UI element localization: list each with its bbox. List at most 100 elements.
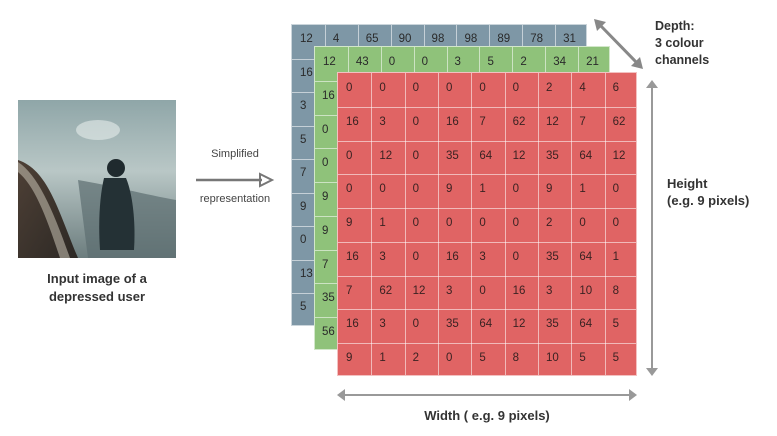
red-cell: 10 xyxy=(579,284,593,297)
red-cell: 0 xyxy=(612,217,620,230)
red-cell: 62 xyxy=(612,115,626,128)
depth-label: Depth: 3 colour channels xyxy=(655,19,710,67)
blue-cell: 9 xyxy=(300,200,307,213)
green-cell: 35 xyxy=(322,292,335,305)
blue-cell: 13 xyxy=(300,267,313,280)
green-cell: 12 xyxy=(323,56,336,68)
grid-line xyxy=(338,140,636,142)
red-cell: 0 xyxy=(346,82,353,94)
red-cell: 4 xyxy=(579,82,586,94)
blue-cell: 5 xyxy=(300,133,307,146)
right-arrow-icon xyxy=(196,172,275,188)
red-cell: 64 xyxy=(579,250,593,263)
red-cell: 64 xyxy=(479,149,493,162)
red-cell: 0 xyxy=(412,217,420,230)
red-cell: 1 xyxy=(479,183,486,196)
red-cell: 0 xyxy=(412,318,420,331)
green-cell: 0 xyxy=(322,123,329,136)
red-cell: 0 xyxy=(446,82,453,94)
red-cell: 0 xyxy=(446,352,453,365)
red-cell: 62 xyxy=(379,284,393,297)
red-cell: 9 xyxy=(346,352,353,365)
width-label: Width ( e.g. 9 pixels) xyxy=(424,408,550,423)
green-cell: 9 xyxy=(322,224,329,237)
red-cell: 64 xyxy=(579,149,593,162)
blue-cell: 16 xyxy=(300,66,313,79)
grid-line xyxy=(471,73,473,375)
blue-cell: 12 xyxy=(300,33,313,45)
blue-cell: 78 xyxy=(530,33,544,45)
red-cell: 12 xyxy=(512,149,526,162)
grid-line xyxy=(338,174,636,176)
blue-cell: 89 xyxy=(497,33,511,45)
grid-line xyxy=(338,275,636,277)
grid-line xyxy=(571,73,573,375)
grid-line xyxy=(504,73,506,375)
red-cell: 16 xyxy=(512,284,526,297)
red-cell: 8 xyxy=(512,352,520,365)
blue-cell: 31 xyxy=(563,33,576,45)
blue-cell: 3 xyxy=(300,100,307,113)
red-cell: 0 xyxy=(512,250,520,263)
red-cell: 7 xyxy=(579,115,586,128)
blue-cell: 4 xyxy=(332,33,340,45)
red-cell: 1 xyxy=(579,183,586,196)
red-cell: 1 xyxy=(612,250,620,263)
grid-line xyxy=(338,343,636,345)
red-cell: 12 xyxy=(546,115,559,128)
red-cell: 16 xyxy=(446,250,459,263)
red-cell: 0 xyxy=(346,183,353,196)
red-cell: 0 xyxy=(412,149,420,162)
red-cell: 3 xyxy=(379,115,386,128)
green-cell: 43 xyxy=(355,56,369,68)
red-cell: 0 xyxy=(512,217,520,230)
red-cell: 12 xyxy=(512,318,526,331)
red-cell: 0 xyxy=(412,82,420,94)
green-cell: 7 xyxy=(322,258,329,271)
arrow-bottom-label: representation xyxy=(199,193,271,205)
red-cell: 35 xyxy=(446,149,459,162)
grid-line xyxy=(371,73,373,375)
green-cell: 16 xyxy=(322,89,335,102)
red-cell: 0 xyxy=(412,250,420,263)
red-cell: 5 xyxy=(612,352,620,365)
green-cell: 34 xyxy=(553,56,567,68)
red-cell: 5 xyxy=(612,318,620,331)
green-cell: 0 xyxy=(388,56,396,68)
grid-line xyxy=(404,73,406,375)
depth-arrow-icon xyxy=(594,19,643,69)
green-cell: 21 xyxy=(586,56,599,68)
red-cell: 0 xyxy=(446,217,453,230)
red-cell: 16 xyxy=(346,318,359,331)
green-cell: 0 xyxy=(322,157,329,170)
green-cell: 0 xyxy=(421,56,429,68)
width-arrow-icon xyxy=(337,389,637,401)
grid-line xyxy=(338,309,636,311)
red-cell: 2 xyxy=(546,82,553,94)
input-image xyxy=(18,100,176,258)
red-cell: 62 xyxy=(512,115,526,128)
blue-cell: 0 xyxy=(300,234,307,247)
green-cell: 9 xyxy=(322,191,329,204)
red-channel-layer: 0 0 0 0 0 0 2 4 6 16 3 0 16 7 62 12 7 62 0 12 0 35 64 12 35 64 12 0… xyxy=(337,72,637,376)
arrow-top-label: Simplified xyxy=(211,148,259,160)
grid-line xyxy=(604,73,606,375)
red-cell: 7 xyxy=(346,284,353,297)
grid-line xyxy=(338,241,636,243)
red-cell: 3 xyxy=(379,318,386,331)
red-cell: 7 xyxy=(479,115,486,128)
red-cell: 16 xyxy=(346,115,359,128)
red-cell: 0 xyxy=(579,217,586,230)
red-cell: 0 xyxy=(346,149,353,162)
red-cell: 9 xyxy=(446,183,453,196)
input-caption: Input image of a depressed user xyxy=(47,271,147,304)
red-cell: 3 xyxy=(446,284,453,297)
blue-cell: 7 xyxy=(300,167,307,180)
grid-line xyxy=(338,208,636,210)
green-cell: 3 xyxy=(454,56,461,68)
red-cell: 35 xyxy=(446,318,459,331)
red-cell: 0 xyxy=(379,183,386,196)
red-cell: 0 xyxy=(412,115,420,128)
grid-line xyxy=(338,106,636,108)
red-cell: 0 xyxy=(479,82,486,94)
